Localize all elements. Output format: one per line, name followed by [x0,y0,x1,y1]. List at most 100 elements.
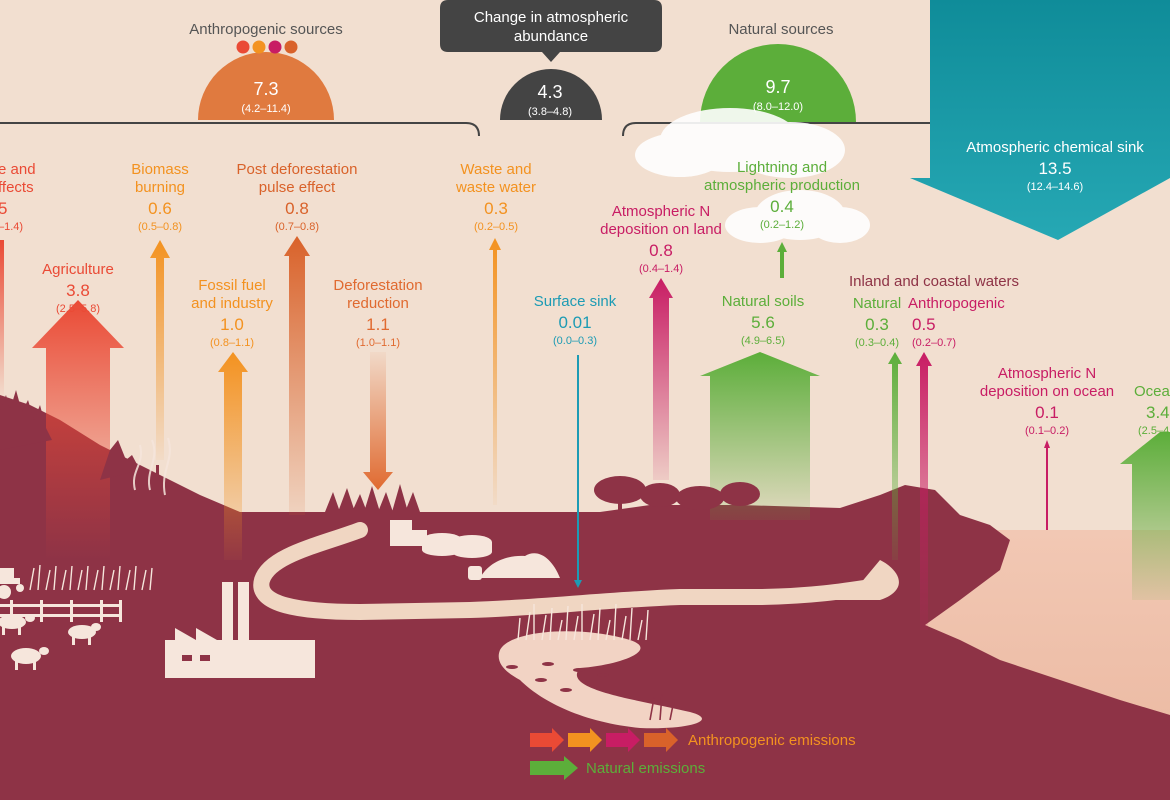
legend-arrow-burnt [644,728,678,752]
lightning-value: 0.4 [770,197,794,216]
post-deforestation-title-1: Post deforestation [236,161,358,178]
post-deforestation-label: Post deforestation pulse effect 0.8 (0.7… [222,161,372,235]
pond-ripples [506,662,609,692]
forest-center [325,484,420,512]
agriculture-label: Agriculture 3.8 (2.5–5.8) [18,261,138,317]
inland-anthropogenic-value: 0.5 [912,315,936,334]
arrow-n-dep-ocean [1044,440,1050,530]
crops [29,564,153,591]
anthropogenic-total-value: 7.3 [253,79,279,99]
natural-soils-value: 5.6 [751,313,775,332]
arrow-inland-natural [888,352,902,560]
natural-sources-header: Natural sources [728,21,834,38]
waste-range: (0.2–0.5) [473,221,519,234]
legend-arrow-red [530,728,564,752]
atmospheric-sink-label: Atmospheric chemical sink 13.5 (12.4–14.… [940,139,1170,195]
waste-label: Waste and waste water 0.3 (0.2–0.5) [436,161,556,235]
ocean-value: 3.4 [1146,403,1170,422]
n-dep-ocean-value: 0.1 [1035,403,1059,422]
inland-natural-value: 0.3 [865,315,889,334]
n-dep-land-label: Atmospheric N deposition on land 0.8 (0.… [586,203,736,277]
post-deforestation-title-2: pulse effect [258,179,336,196]
biomass-title-2: burning [134,179,186,196]
inland-natural-range: (0.3–0.4) [854,337,900,350]
n-dep-land-title-2: deposition on land [600,221,722,238]
legend-arrow-orange [568,728,602,752]
waste-title-2: waste water [455,179,537,196]
surface-sink-value: 0.01 [558,313,592,332]
fossil-label: Fossil fuel and industry 1.0 (0.8–1.1) [172,277,292,351]
ocean-title: Ocea [1134,383,1170,400]
grass-tuft [649,693,675,721]
trees-right [594,476,760,512]
atmospheric-sink-range: (12.4–14.6) [1026,181,1084,194]
forest-left [0,390,140,480]
burning-trees [140,465,159,495]
legend-arrow-magenta [606,728,640,752]
anthro-dot-4 [284,40,298,54]
inland-natural-label: Natural 0.3 (0.3–0.4) [846,295,908,351]
arrow-natural-soils [700,352,820,520]
biomass-value: 0.6 [148,199,172,218]
deforestation-reduction-label: Deforestation reduction 1.1 (1.0–1.1) [318,277,438,351]
arrow-climate-effects [0,240,4,400]
lightning-title-1: Lightning and [736,159,828,176]
reeds [517,603,649,641]
climate-effects-value: 5 [0,199,8,218]
lightning-title-2: atmospheric production [704,177,860,194]
inland-coastal-title: Inland and coastal waters [848,273,1020,290]
estuary [820,560,899,600]
biomass-title-1: Biomass [131,161,189,178]
arrow-lightning [777,242,787,278]
river [253,522,898,621]
deforestation-reduction-range: (1.0–1.1) [355,337,401,350]
post-deforestation-range: (0.7–0.8) [274,221,320,234]
waste-title-1: Waste and [460,161,532,178]
legend-natural-label: Natural emissions [586,760,706,777]
anthropogenic-total-bubble [198,52,334,120]
change-total-value: 4.3 [537,82,563,102]
change-total-range: (3.8–4.8) [527,105,573,118]
change-total-label: 4.3 (3.8–4.8) [480,80,620,119]
deforestation-reduction-title-1: Deforestation [333,277,423,294]
natural-total-range: (8.0–12.0) [752,100,804,113]
factory [165,582,315,678]
arrow-deforestation-reduction [363,352,393,490]
factory-windows [182,655,210,661]
anthropogenic-total-label: 7.3 (4.2–11.4) [196,77,336,116]
natural-total-value: 9.7 [765,77,791,97]
n-dep-land-value: 0.8 [649,241,673,260]
fence [0,600,122,622]
natural-total-label: 9.7 (8.0–12.0) [708,75,848,114]
fossil-range: (0.8–1.1) [209,337,255,350]
inland-natural-title: Natural [852,295,902,312]
waste-water-plant [390,520,492,558]
n-dep-ocean-title-1: Atmospheric N [997,365,1097,382]
anthro-dot-3 [268,40,282,54]
agriculture-title: Agriculture [42,261,114,278]
fire-smoke [132,437,171,496]
change-callout-box [440,0,662,62]
anthro-dot-1 [236,40,250,54]
agriculture-range: (2.5–5.8) [55,303,101,316]
surface-sink-range: (0.0–0.3) [552,335,598,348]
arrow-surface-sink [574,355,582,588]
legend-anthropogenic-label: Anthropogenic emissions [688,732,856,749]
post-deforestation-value: 0.8 [285,199,309,218]
atmospheric-sink-title: Atmospheric chemical sink [966,139,1144,156]
atmospheric-sink-arrow [910,0,1170,240]
lightning-label: Lightning and atmospheric production 0.4… [692,159,872,233]
n-dep-ocean-label: Atmospheric N deposition on ocean 0.1 (0… [966,365,1128,439]
deforestation-reduction-title-2: reduction [347,295,409,312]
surface-sink-label: Surface sink 0.01 (0.0–0.3) [515,293,635,349]
arrow-n-dep-land [649,278,673,480]
natural-soils-range: (4.9–6.5) [740,335,786,348]
climate-effects-title-1: e and [0,161,36,178]
climate-effects-title-2: ffects [0,179,34,196]
anthropogenic-sources-header: Anthropogenic sources [189,21,343,38]
fossil-title-1: Fossil fuel [198,277,266,294]
inland-anthropogenic-label: Anthropogenic 0.5 (0.2–0.7) [908,295,1018,351]
climate-effects-label: e and ffects 5 –1.4) [0,161,48,235]
inland-anthropogenic-title: Anthropogenic [908,295,1005,312]
